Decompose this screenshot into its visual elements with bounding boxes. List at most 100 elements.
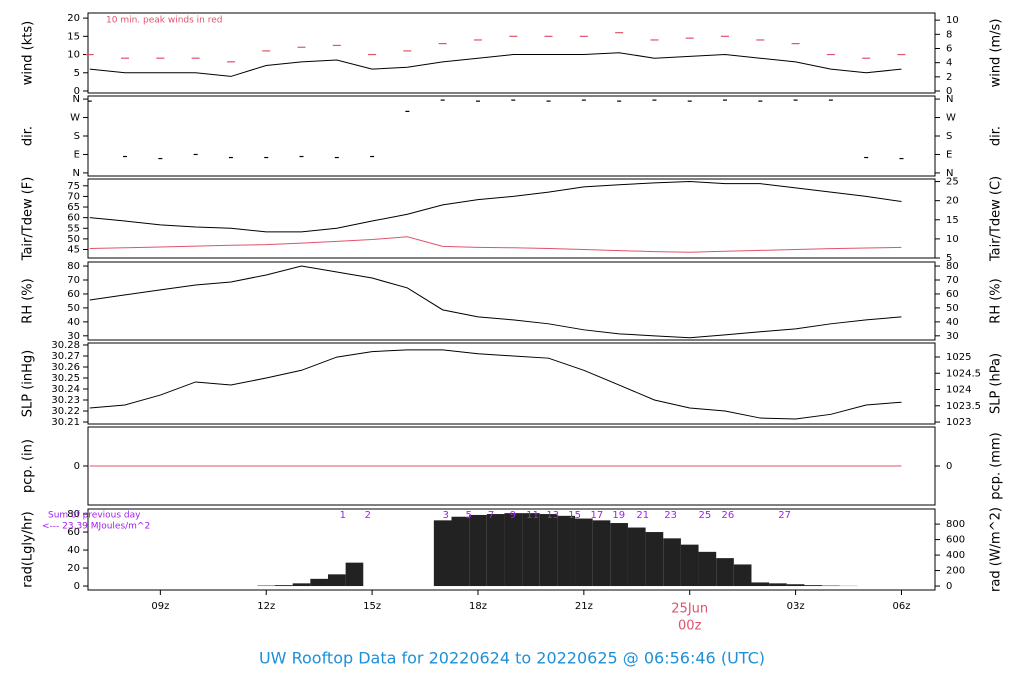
y2-axis-label: SLP (hPa) xyxy=(989,353,1004,414)
chart-title: UW Rooftop Data for 20220624 to 20220625… xyxy=(259,649,765,668)
bar xyxy=(680,544,699,587)
y-tick-label: 15 xyxy=(67,31,80,42)
y-tick-label: 60 xyxy=(67,213,80,224)
panel-frame xyxy=(87,12,936,94)
y-tick-label: 60 xyxy=(67,289,80,300)
bar xyxy=(327,574,346,587)
hour-marker: 1 xyxy=(340,510,346,521)
y-tick-label: 65 xyxy=(67,202,80,213)
y-tick-label: 40 xyxy=(67,317,80,328)
series-line xyxy=(89,236,902,253)
y-axis-label: pcp. (in) xyxy=(21,439,36,493)
y2-axis-label: pcp. (mm) xyxy=(989,432,1004,499)
panel-frame xyxy=(87,95,936,177)
bar xyxy=(610,523,628,587)
y2-tick-label: 80 xyxy=(946,261,959,272)
y2-axis-label: wind (m/s) xyxy=(989,19,1004,88)
hour-marker: 26 xyxy=(721,510,734,521)
y-tick-label: 20 xyxy=(67,563,80,574)
panel-frame xyxy=(87,342,936,425)
bar xyxy=(769,583,787,587)
y2-tick-label: 50 xyxy=(946,303,959,314)
y2-tick-label: 8 xyxy=(946,29,952,40)
y-tick-label: 45 xyxy=(67,245,80,256)
y-tick-label: 30.22 xyxy=(51,406,80,417)
panel-frame xyxy=(87,178,936,259)
y-tick-label: 30 xyxy=(67,331,80,342)
hour-marker: 19 xyxy=(612,510,625,521)
x-tick-label: 12z xyxy=(257,601,275,612)
bar xyxy=(663,538,681,587)
y2-axis-label: dir. xyxy=(989,126,1004,146)
y2-tick-label: 600 xyxy=(946,535,965,546)
x-tick-label: 15z xyxy=(363,601,381,612)
y-tick-label: W xyxy=(70,113,80,124)
series-line xyxy=(89,181,902,233)
hour-marker: 3 xyxy=(443,510,449,521)
x-tick-label: 09z xyxy=(151,601,169,612)
y-tick-label: N xyxy=(73,94,80,105)
bar xyxy=(645,532,664,587)
y-tick-label: 80 xyxy=(67,509,80,520)
bar xyxy=(627,527,646,587)
hour-marker: 9 xyxy=(510,510,516,521)
y2-tick-label: 5 xyxy=(946,253,952,264)
y-tick-label: 60 xyxy=(67,527,80,538)
y-tick-label: 30.26 xyxy=(51,362,80,373)
y-tick-label: 40 xyxy=(67,545,80,556)
bar xyxy=(751,582,770,587)
y-tick-label: 70 xyxy=(67,191,80,202)
bar xyxy=(716,558,734,587)
y2-tick-label: N xyxy=(946,168,953,179)
y2-tick-label: 0 xyxy=(946,461,952,472)
bar xyxy=(451,516,470,587)
y-tick-label: 75 xyxy=(67,181,80,192)
y2-axis-label: Tair/Tdew (C) xyxy=(989,176,1004,262)
y2-tick-label: 25 xyxy=(946,177,959,188)
x-tick-label: 03z xyxy=(787,601,805,612)
y2-tick-label: 4 xyxy=(946,58,952,69)
hour-marker: 2 xyxy=(365,510,371,521)
date-label: 25Jun xyxy=(671,602,708,617)
y2-tick-label: 1023 xyxy=(946,417,971,428)
bar xyxy=(469,514,487,587)
annotation: 10 min. peak winds in red xyxy=(106,16,223,26)
y-axis-label: Tair/Tdew (F) xyxy=(21,177,36,262)
y2-tick-label: 6 xyxy=(946,44,952,55)
bar xyxy=(345,562,364,587)
y2-tick-label: 40 xyxy=(946,317,959,328)
y2-tick-label: E xyxy=(946,149,952,160)
hour-marker: 23 xyxy=(664,510,677,521)
y-axis-label: SLP (inHg) xyxy=(21,350,36,418)
y-axis-label: rad(Lgly/hr) xyxy=(21,511,36,587)
bar xyxy=(733,564,752,587)
y2-tick-label: 15 xyxy=(946,215,959,226)
series-line xyxy=(89,52,902,77)
y-tick-label: 30.25 xyxy=(51,373,80,384)
y2-tick-label: 0 xyxy=(946,581,952,592)
series-line xyxy=(89,349,902,420)
annotation: Sum of previous day xyxy=(48,511,141,521)
hour-marker: 5 xyxy=(466,510,472,521)
y-tick-label: 55 xyxy=(67,223,80,234)
bar xyxy=(275,585,293,587)
y-tick-label: 0 xyxy=(74,581,80,592)
panel-frame xyxy=(87,508,936,591)
bar xyxy=(557,515,576,587)
hour-marker: 17 xyxy=(591,510,604,521)
y-tick-label: 70 xyxy=(67,275,80,286)
hour-marker: 25 xyxy=(699,510,712,521)
y2-tick-label: 1023.5 xyxy=(946,401,981,412)
bar xyxy=(310,578,328,587)
x-tick-label: 00z xyxy=(678,619,702,634)
bar xyxy=(486,514,505,587)
y-tick-label: 80 xyxy=(67,261,80,272)
y-tick-label: S xyxy=(74,131,80,142)
panel-frame xyxy=(87,261,936,341)
y2-tick-label: N xyxy=(946,94,953,105)
bar xyxy=(698,551,717,587)
bar xyxy=(522,513,540,587)
y-tick-label: E xyxy=(74,149,80,160)
hour-marker: 15 xyxy=(568,510,581,521)
bar xyxy=(592,520,611,587)
